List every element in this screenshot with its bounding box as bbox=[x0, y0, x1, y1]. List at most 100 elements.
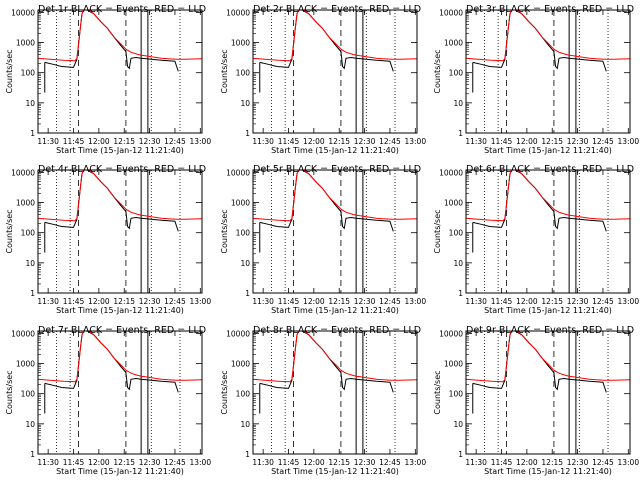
y-tick-label: 10000 bbox=[226, 329, 250, 338]
lld-line bbox=[37, 169, 203, 222]
y-axis-label: Counts/sec bbox=[5, 49, 14, 93]
x-tick-label: 11:45 bbox=[63, 297, 85, 306]
x-tick-label: 12:00 bbox=[303, 137, 325, 146]
x-tick-label: 12:00 bbox=[88, 297, 110, 306]
x-tick-label: 13:00 bbox=[189, 137, 211, 146]
x-tick-label: 13:00 bbox=[617, 458, 639, 467]
lld-line bbox=[37, 330, 203, 383]
y-tick-label: 1 bbox=[245, 450, 250, 459]
y-tick-label: 10000 bbox=[439, 168, 463, 177]
y-tick-label: 100 bbox=[21, 229, 36, 238]
plot-frame bbox=[465, 169, 631, 294]
x-tick-label: 11:30 bbox=[252, 458, 274, 467]
x-tick-label: 11:45 bbox=[491, 137, 513, 146]
x-tick-label: 13:00 bbox=[404, 297, 426, 306]
x-axis-label: Start Time (15-Jan-12 11:21:40) bbox=[271, 306, 399, 315]
plot-frame bbox=[465, 9, 631, 134]
y-tick-label: 10 bbox=[240, 99, 250, 108]
lld-line bbox=[465, 169, 631, 222]
lld-line bbox=[252, 169, 418, 222]
x-tick-label: 12:45 bbox=[592, 297, 614, 306]
y-tick-label: 1 bbox=[245, 289, 250, 298]
x-tick-label: 12:45 bbox=[592, 458, 614, 467]
x-tick-label: 12:45 bbox=[379, 458, 401, 467]
x-tick-label: 12:45 bbox=[164, 297, 186, 306]
lld-line bbox=[252, 9, 418, 62]
x-tick-label: 13:00 bbox=[189, 297, 211, 306]
x-tick-label: 13:00 bbox=[617, 297, 639, 306]
y-tick-label: 1000 bbox=[16, 39, 35, 48]
y-tick-label: 1 bbox=[245, 129, 250, 138]
x-tick-label: 12:15 bbox=[328, 297, 350, 306]
plot-frame bbox=[37, 330, 203, 455]
y-tick-label: 100 bbox=[21, 69, 36, 78]
y-tick-label: 100 bbox=[236, 390, 251, 399]
y-axis-label: Counts/sec bbox=[220, 49, 229, 93]
x-tick-label: 11:30 bbox=[252, 297, 274, 306]
x-tick-label: 12:15 bbox=[541, 137, 563, 146]
x-tick-label: 12:00 bbox=[303, 458, 325, 467]
y-tick-label: 1000 bbox=[16, 199, 35, 208]
x-tick-label: 12:00 bbox=[88, 458, 110, 467]
x-tick-label: 11:45 bbox=[63, 458, 85, 467]
x-tick-label: 12:15 bbox=[541, 458, 563, 467]
x-tick-label: 12:30 bbox=[354, 297, 376, 306]
x-tick-label: 11:45 bbox=[63, 137, 85, 146]
x-tick-label: 12:15 bbox=[113, 297, 135, 306]
y-tick-label: 10000 bbox=[11, 168, 35, 177]
x-tick-label: 11:45 bbox=[278, 458, 300, 467]
detector-panel: Det 2r BLACK = Events, RED = LLD11010010… bbox=[220, 4, 426, 155]
detector-panel: Det 1r BLACK = Events, RED = LLD11010010… bbox=[5, 4, 211, 155]
x-axis-label: Start Time (15-Jan-12 11:21:40) bbox=[484, 146, 612, 155]
y-tick-label: 10 bbox=[453, 99, 463, 108]
x-tick-label: 12:30 bbox=[354, 137, 376, 146]
lld-line bbox=[252, 330, 418, 383]
y-tick-label: 10000 bbox=[439, 8, 463, 17]
lld-line bbox=[465, 9, 631, 62]
plot-frame bbox=[37, 169, 203, 294]
y-tick-label: 10 bbox=[25, 259, 35, 268]
x-tick-label: 11:30 bbox=[37, 458, 59, 467]
x-axis-label: Start Time (15-Jan-12 11:21:40) bbox=[56, 467, 184, 476]
x-axis-label: Start Time (15-Jan-12 11:21:40) bbox=[271, 146, 399, 155]
y-axis-label: Counts/sec bbox=[5, 370, 14, 414]
detector-panel: Det 3r BLACK = Events, RED = LLD11010010… bbox=[433, 4, 639, 155]
y-tick-label: 100 bbox=[449, 229, 464, 238]
x-tick-label: 12:15 bbox=[113, 458, 135, 467]
x-axis-label: Start Time (15-Jan-12 11:21:40) bbox=[271, 467, 399, 476]
plot-frame bbox=[252, 169, 418, 294]
x-tick-label: 12:30 bbox=[139, 458, 161, 467]
y-tick-label: 1 bbox=[30, 450, 35, 459]
y-tick-label: 10 bbox=[240, 420, 250, 429]
detector-panel: Det 6r BLACK = Events, RED = LLD11010010… bbox=[433, 164, 639, 315]
y-tick-label: 100 bbox=[236, 69, 251, 78]
y-tick-label: 100 bbox=[21, 390, 36, 399]
x-axis-label: Start Time (15-Jan-12 11:21:40) bbox=[56, 306, 184, 315]
y-axis-label: Counts/sec bbox=[220, 209, 229, 253]
x-tick-label: 12:30 bbox=[567, 297, 589, 306]
y-tick-label: 1000 bbox=[444, 199, 463, 208]
x-tick-label: 11:30 bbox=[252, 137, 274, 146]
x-tick-label: 11:30 bbox=[465, 458, 487, 467]
lld-line bbox=[37, 9, 203, 62]
plot-frame bbox=[37, 9, 203, 134]
x-tick-label: 12:45 bbox=[164, 458, 186, 467]
x-tick-label: 11:45 bbox=[491, 458, 513, 467]
y-tick-label: 10000 bbox=[439, 329, 463, 338]
x-tick-label: 12:45 bbox=[592, 137, 614, 146]
y-tick-label: 1000 bbox=[16, 360, 35, 369]
y-tick-label: 100 bbox=[449, 69, 464, 78]
y-tick-label: 10000 bbox=[11, 8, 35, 17]
y-tick-label: 10 bbox=[25, 420, 35, 429]
x-tick-label: 11:30 bbox=[37, 297, 59, 306]
y-tick-label: 1 bbox=[30, 129, 35, 138]
detector-panel: Det 8r BLACK = Events, RED = LLD11010010… bbox=[220, 325, 426, 476]
y-tick-label: 10 bbox=[240, 259, 250, 268]
x-tick-label: 13:00 bbox=[189, 458, 211, 467]
y-tick-label: 1000 bbox=[444, 360, 463, 369]
y-tick-label: 10000 bbox=[226, 168, 250, 177]
x-tick-label: 12:30 bbox=[354, 458, 376, 467]
plot-frame bbox=[252, 330, 418, 455]
x-tick-label: 11:30 bbox=[465, 297, 487, 306]
x-tick-label: 12:30 bbox=[567, 458, 589, 467]
